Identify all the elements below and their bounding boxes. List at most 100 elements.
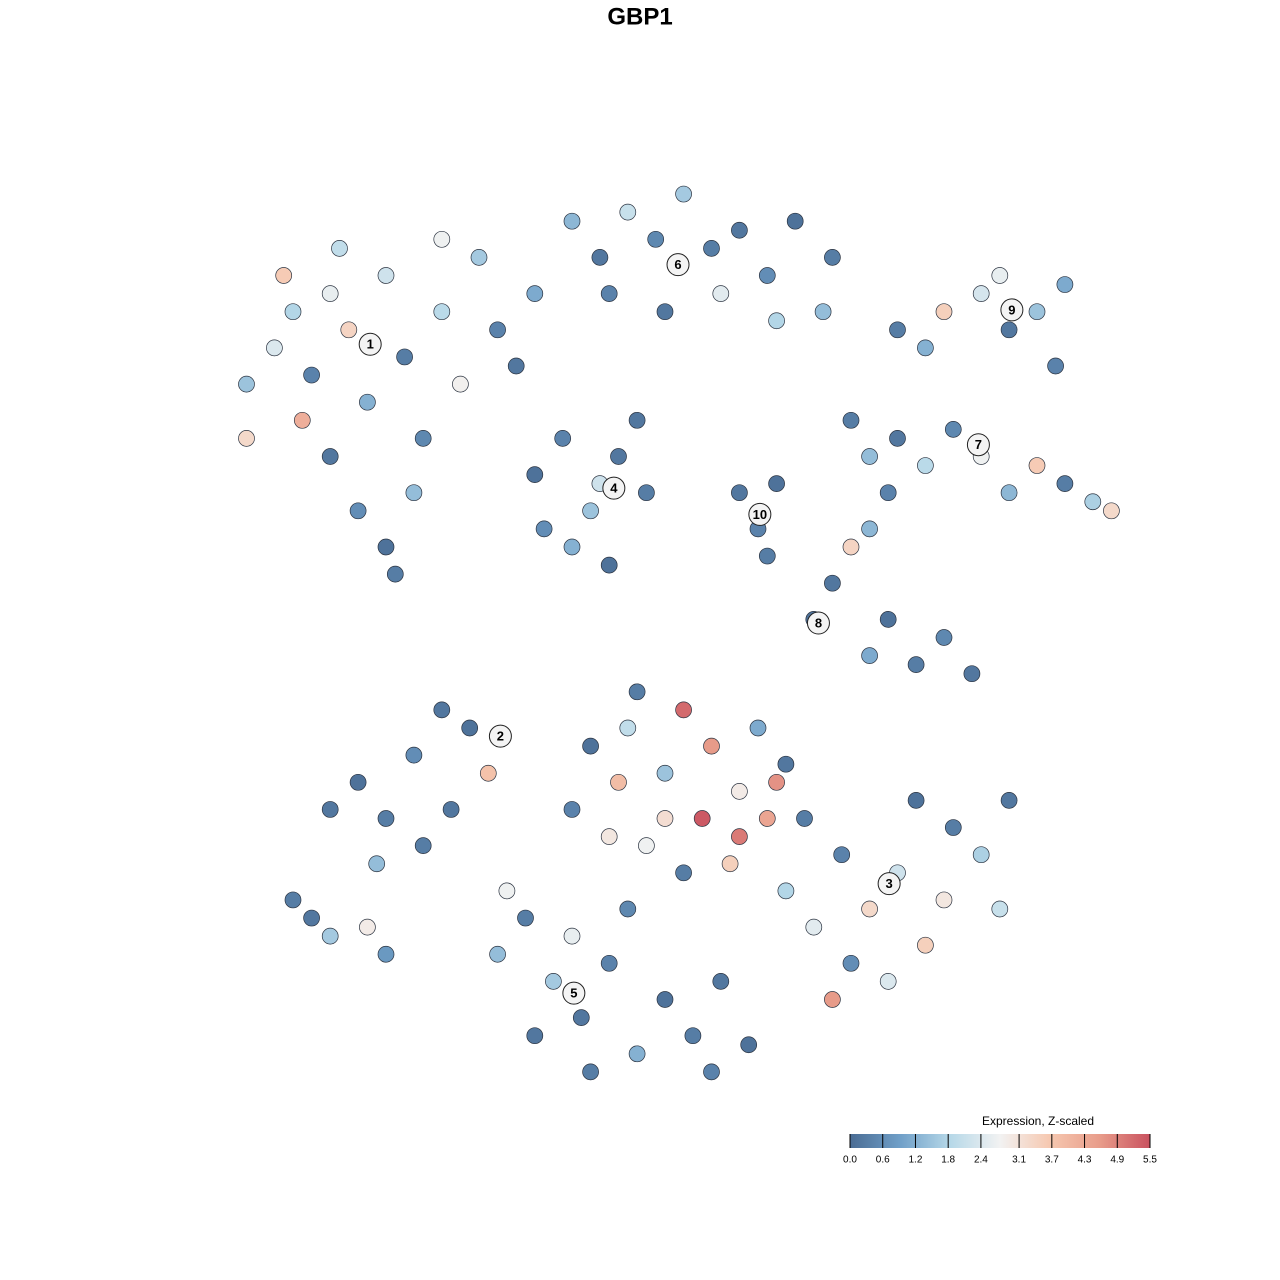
cell-point <box>703 240 720 257</box>
cluster-label: 10 <box>753 507 767 522</box>
cell-point <box>749 719 767 737</box>
cell-point <box>517 909 534 927</box>
cluster-badge <box>966 433 990 457</box>
cell-point <box>359 393 376 411</box>
cell-point <box>582 737 599 755</box>
cell-point <box>768 312 785 330</box>
cell-point <box>768 475 785 492</box>
cell-point <box>842 538 860 556</box>
cell-point <box>731 221 748 239</box>
cell-point <box>349 502 367 520</box>
cell-point <box>879 611 897 628</box>
cell-point <box>554 430 572 447</box>
cluster-badge <box>806 611 830 635</box>
cell-point <box>879 973 897 990</box>
cell-point <box>675 185 692 203</box>
cell-point <box>340 321 358 339</box>
cell-point <box>656 303 674 321</box>
cell-point <box>414 837 432 855</box>
cell-point <box>321 448 339 465</box>
cell-point <box>731 782 748 800</box>
cell-point <box>917 457 934 474</box>
cell-point <box>656 764 674 782</box>
cell-point <box>619 900 637 918</box>
cell-point <box>740 1036 758 1054</box>
cell-point <box>591 249 609 266</box>
cell-point <box>1056 276 1074 293</box>
cell-point <box>303 366 320 384</box>
cell-point <box>768 773 785 791</box>
colorbar-tick-label: 4.9 <box>1110 1155 1124 1166</box>
cluster-label: 4 <box>610 481 618 496</box>
cell-point <box>275 267 293 284</box>
cell-point <box>386 565 404 583</box>
cell-point <box>600 285 618 302</box>
cell-point <box>656 810 674 827</box>
cell-point <box>489 945 506 963</box>
cell-point <box>238 430 255 447</box>
cell-point <box>563 801 581 818</box>
cell-point <box>786 212 804 230</box>
cell-point <box>638 484 655 502</box>
cell-point <box>693 810 711 827</box>
cell-point <box>935 891 953 909</box>
cell-point <box>628 1045 646 1063</box>
cell-point <box>796 810 813 827</box>
cell-point <box>266 339 283 357</box>
cell-point <box>489 321 506 339</box>
cell-point <box>721 855 739 873</box>
cell-point <box>824 249 841 266</box>
cell-point <box>1000 484 1018 502</box>
cell-point <box>712 285 730 302</box>
cell-point <box>563 212 581 230</box>
cell-point <box>461 719 479 737</box>
cell-point <box>414 430 432 447</box>
cell-point <box>972 285 990 302</box>
cell-point <box>433 230 451 248</box>
colorbar-title: Expression, Z-scaled <box>982 1114 1094 1128</box>
cell-point <box>842 954 860 972</box>
cell-point <box>824 574 841 592</box>
cell-point <box>1103 502 1120 520</box>
cell-point <box>535 520 553 538</box>
cell-point <box>321 285 339 302</box>
cluster-badge <box>666 253 690 277</box>
cell-point <box>526 466 544 483</box>
cell-point <box>758 810 776 827</box>
cell-point <box>1047 357 1064 375</box>
colorbar-tick-label: 4.3 <box>1078 1155 1092 1166</box>
cell-point <box>284 303 302 321</box>
cell-point <box>479 764 497 782</box>
cell-point <box>600 954 618 972</box>
cluster-label: 3 <box>886 876 893 891</box>
cell-point <box>349 773 367 791</box>
cell-point <box>1028 457 1046 474</box>
cell-point <box>293 411 311 429</box>
cell-point <box>991 267 1009 284</box>
cell-point <box>238 375 255 393</box>
cell-point <box>917 339 934 357</box>
cell-point <box>861 900 878 918</box>
cell-point <box>805 918 823 936</box>
cell-point <box>824 991 841 1008</box>
cell-point <box>498 882 516 900</box>
cell-point <box>656 991 674 1008</box>
cell-point <box>889 321 906 339</box>
cell-point <box>582 1063 599 1081</box>
cluster-label: 8 <box>815 615 822 630</box>
cell-point <box>758 547 776 565</box>
cell-point <box>675 864 692 882</box>
cell-point <box>442 801 460 818</box>
cell-point <box>331 240 348 257</box>
cell-point <box>628 683 646 701</box>
cell-point <box>452 375 469 393</box>
cell-point <box>907 792 925 809</box>
cell-point <box>777 755 795 773</box>
cell-point <box>731 484 748 502</box>
cell-point <box>600 828 618 845</box>
cell-point <box>833 846 851 864</box>
cluster-badge <box>602 476 626 500</box>
cell-point <box>917 936 934 954</box>
cell-point <box>1056 475 1074 492</box>
